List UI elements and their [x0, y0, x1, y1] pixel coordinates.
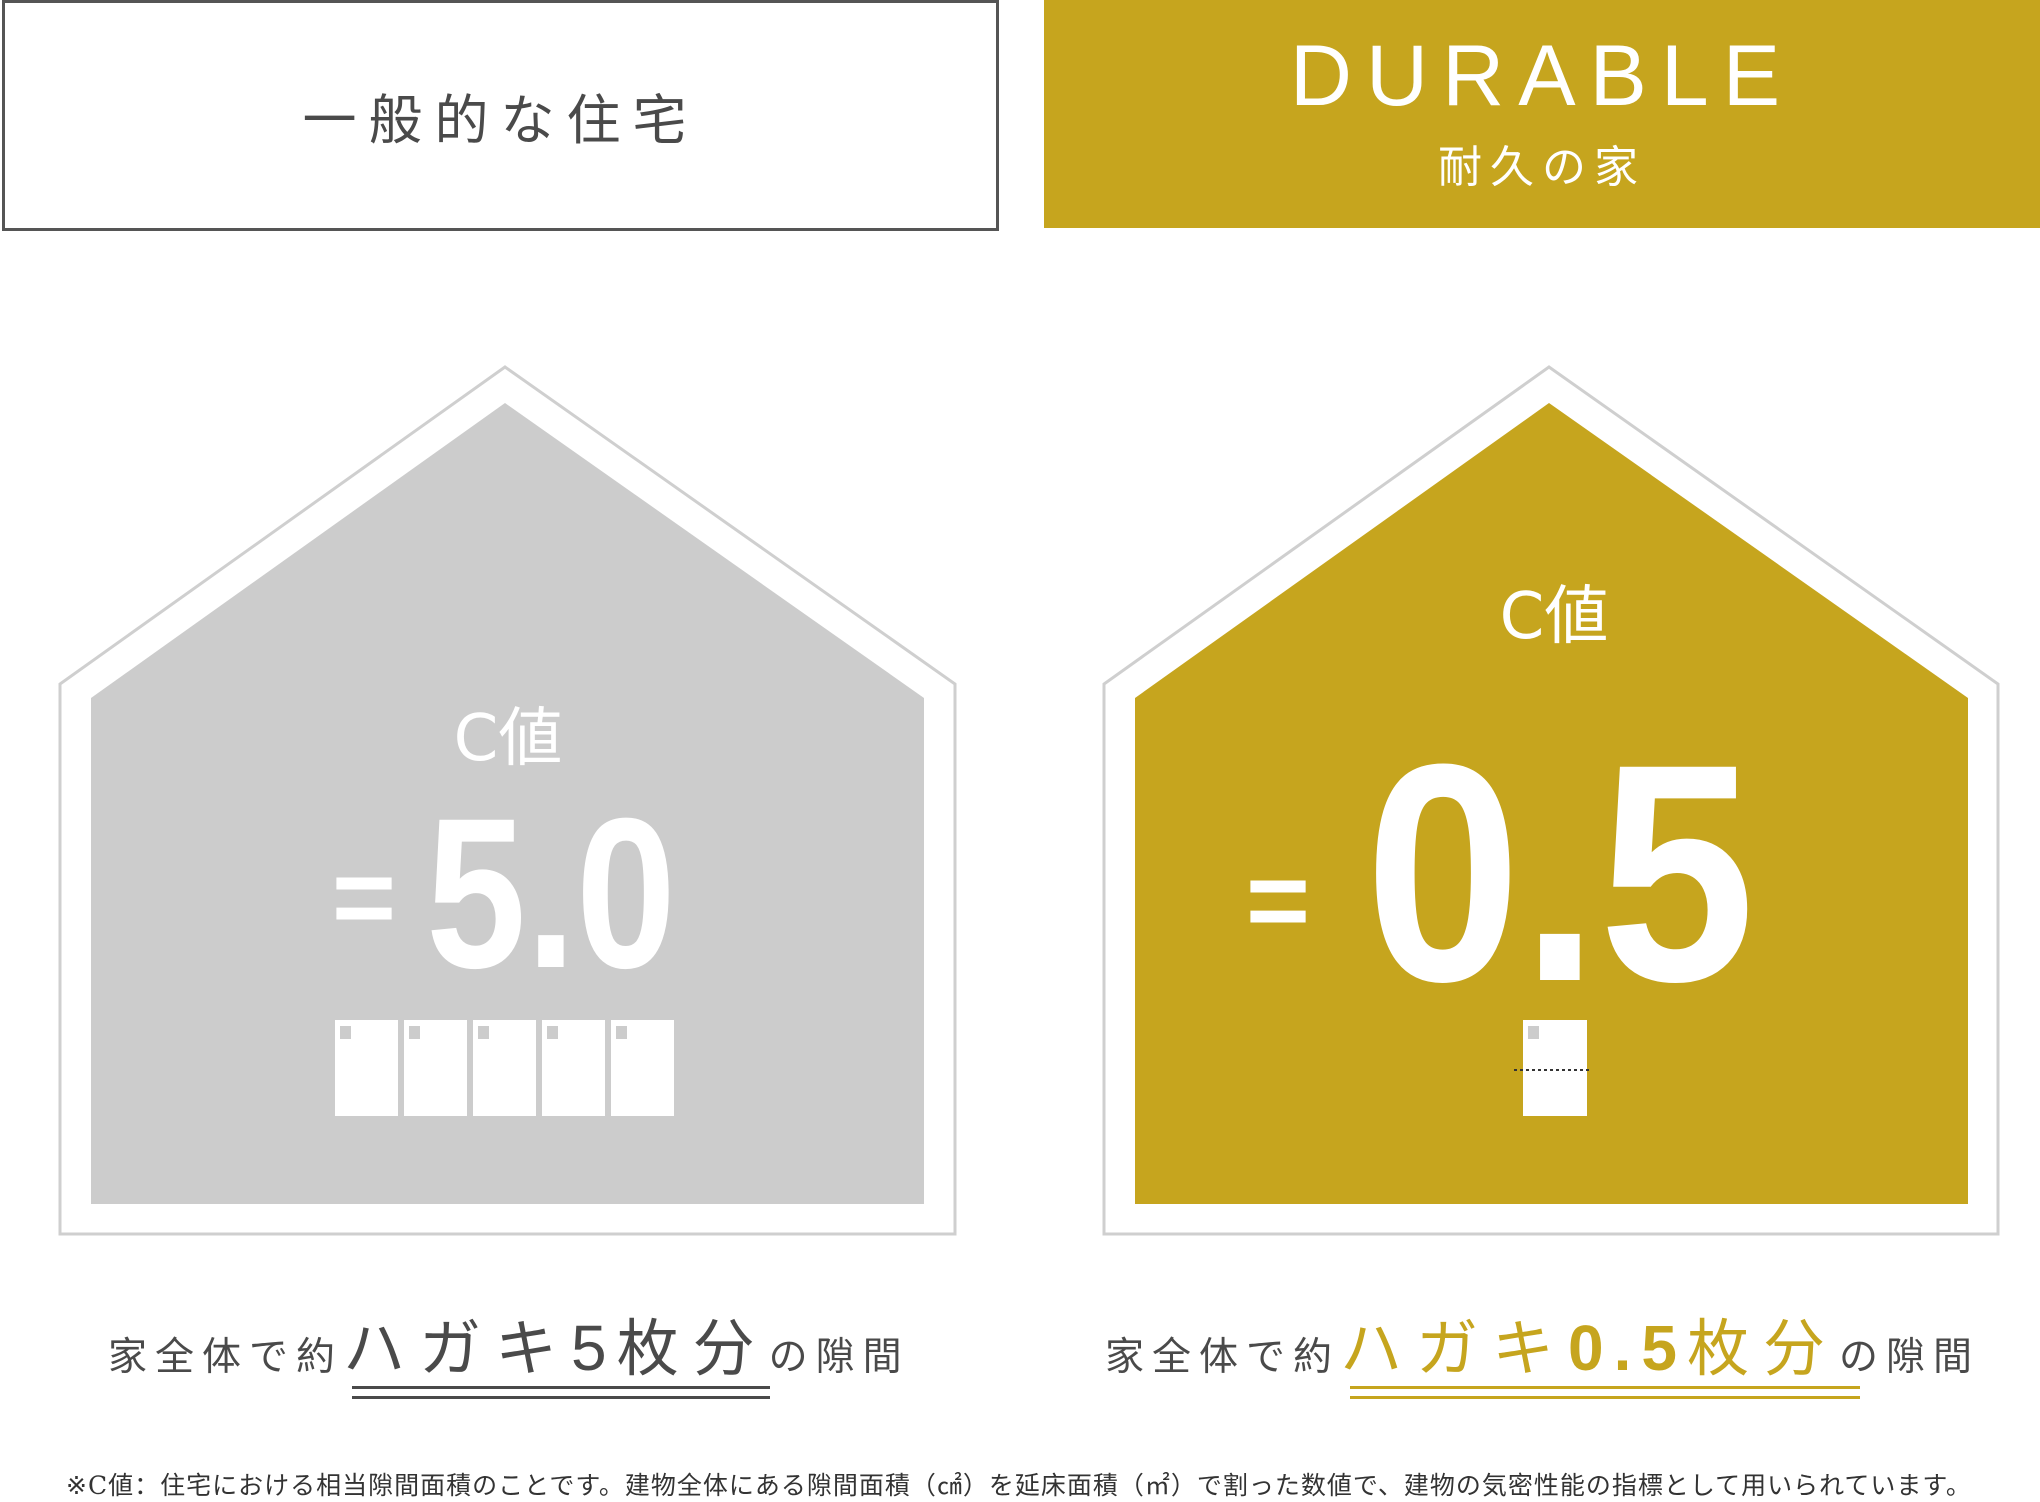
caption-right-number: 0.5	[1568, 1312, 1687, 1384]
right-house-value: 0.5	[1365, 699, 1755, 1046]
brand-name: DURABLE	[1289, 28, 1795, 124]
caption-right-underline-2	[1350, 1396, 1860, 1399]
postcard	[542, 1020, 605, 1116]
caption-left-underline-2	[352, 1396, 770, 1399]
caption-left-unit: 枚分	[616, 1312, 769, 1385]
header-left-box: 一般的な住宅	[2, 0, 999, 231]
footnote: ※C値：住宅における相当隙間面積のことです。建物全体にある隙間面積（㎠）を延床面…	[66, 1471, 1972, 1500]
caption-left-number: 5	[571, 1312, 617, 1384]
postcard	[473, 1020, 536, 1116]
postcard	[335, 1020, 398, 1116]
caption-left-emph: ハガキ	[343, 1312, 572, 1385]
right-house-label: C値	[1500, 580, 1609, 654]
postcard	[611, 1020, 674, 1116]
left-house: C値 = 5.0	[58, 365, 957, 1236]
right-house-equals: =	[1246, 839, 1310, 962]
left-house-equals: =	[332, 836, 396, 959]
postcard	[404, 1020, 467, 1116]
right-house: C値 = 0.5	[1102, 365, 2000, 1236]
caption-left-prefix: 家全体で約	[108, 1335, 344, 1380]
caption-left-suffix: の隙間	[768, 1335, 910, 1380]
left-postcards	[335, 1020, 674, 1116]
left-house-label: C値	[454, 702, 563, 776]
brand-subtitle: 耐久の家	[1438, 142, 1646, 193]
right-postcard-half	[1514, 1020, 1592, 1116]
right-house-fill	[1135, 403, 1968, 1204]
caption-left-underline	[352, 1386, 770, 1389]
caption-right-unit: 枚分	[1687, 1312, 1840, 1385]
caption-right-prefix: 家全体で約	[1105, 1335, 1341, 1380]
caption-right-emph: ハガキ	[1340, 1312, 1569, 1385]
left-house-fill	[91, 403, 924, 1204]
caption-right-underline	[1350, 1386, 1860, 1389]
header-left-title: 一般的な住宅	[302, 89, 699, 152]
caption-left: 家全体で約 ハガキ 5 枚分 の隙間	[108, 1298, 910, 1388]
left-house-value: 5.0	[426, 774, 676, 1013]
header-right-box: DURABLE 耐久の家	[1044, 0, 2040, 228]
caption-right-suffix: の隙間	[1839, 1335, 1981, 1380]
caption-right: 家全体で約 ハガキ 0.5 枚分 の隙間	[1105, 1298, 1980, 1388]
